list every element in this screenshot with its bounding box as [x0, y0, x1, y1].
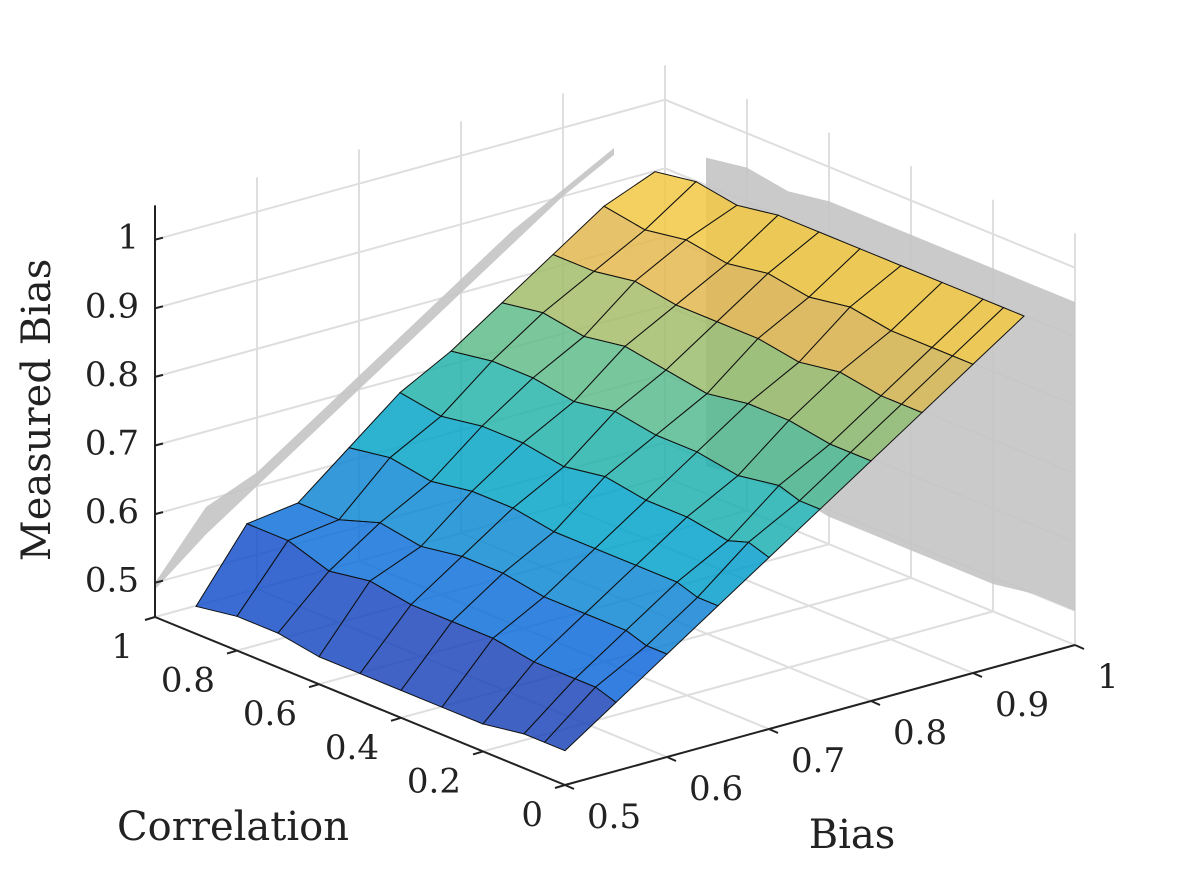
tick-mark [972, 672, 983, 678]
y-axis-label: Correlation [117, 804, 349, 850]
shadow [155, 148, 614, 590]
x-axis [564, 644, 1076, 786]
tick-mark [154, 579, 164, 584]
grid-line [664, 98, 1076, 269]
tick-mark [390, 716, 402, 722]
tick-mark [472, 750, 484, 756]
surface [195, 171, 1025, 752]
tick-mark [870, 700, 881, 706]
x-tick-label: 0.6 [689, 769, 743, 809]
z-tick-label: 1 [117, 218, 139, 258]
y-axis [154, 616, 566, 786]
tick-mark [1074, 644, 1085, 650]
y-tick-label: 0.8 [161, 661, 215, 701]
tick-mark [554, 784, 566, 789]
grid-line [154, 167, 666, 310]
x-tick-label: 0.8 [893, 713, 947, 753]
tick-mark [564, 784, 575, 790]
surface-patch [543, 686, 617, 752]
tick-mark [154, 373, 164, 378]
tick-mark [154, 511, 164, 516]
z-tick-label: 0.6 [85, 492, 139, 532]
x-tick-label: 0.7 [791, 741, 845, 781]
tick-mark [154, 236, 164, 241]
y-tick-label: 0.2 [407, 761, 461, 801]
z-tick-label: 0.5 [85, 561, 139, 601]
y-tick-label: 0 [521, 795, 543, 835]
tick-mark [768, 728, 779, 734]
tick-mark [154, 442, 164, 447]
z-tick-label: 0.9 [85, 286, 139, 326]
axes: 0.5 0.6 0.7 0.8 0.9 1 0 0.2 0.4 0.6 0.8 1 0.5 0.6 0.7 0… [85, 205, 1119, 837]
y-tick-label: 0.4 [325, 728, 379, 768]
tick-mark [308, 683, 320, 689]
x-tick-label: 1 [1097, 657, 1119, 697]
tick-mark [144, 616, 156, 621]
tick-mark [226, 649, 238, 655]
x-axis-label: Bias [809, 812, 896, 858]
z-tick-label: 0.8 [85, 355, 139, 395]
y-tick-label: 1 [111, 627, 133, 667]
x-tick-label: 0.5 [587, 797, 641, 837]
z-tick-label: 0.7 [85, 424, 139, 464]
x-tick-label: 0.9 [995, 685, 1049, 725]
y-tick-label: 0.6 [243, 694, 297, 734]
tick-mark [154, 305, 164, 310]
z-axis-label: Measured Bias [14, 259, 60, 561]
tick-mark [666, 756, 677, 762]
grid-line [154, 98, 666, 241]
